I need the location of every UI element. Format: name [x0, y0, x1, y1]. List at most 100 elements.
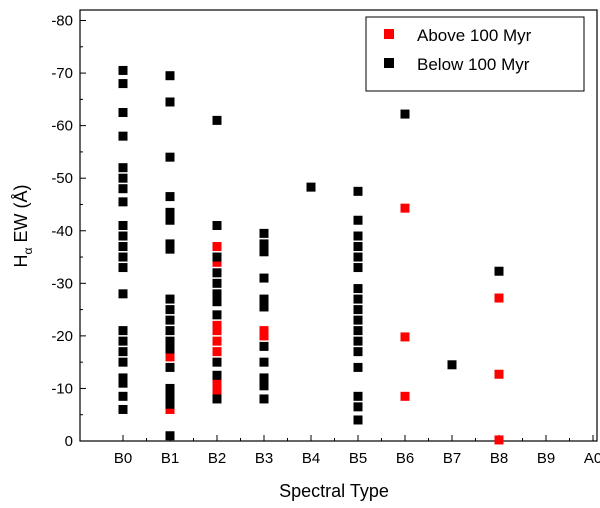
- axis-ticks: [80, 20, 594, 442]
- x-tick-label: B5: [349, 450, 367, 467]
- legend-marker-below-100-myr: [384, 58, 394, 68]
- data-point-below-100-myr: [165, 399, 175, 409]
- data-point-below-100-myr: [118, 173, 128, 183]
- data-point-below-100-myr: [212, 357, 222, 367]
- data-point-below-100-myr: [259, 381, 269, 391]
- y-tick-label: -30: [51, 275, 73, 292]
- data-point-below-100-myr: [353, 242, 363, 252]
- data-point-below-100-myr: [118, 231, 128, 241]
- data-point-below-100-myr: [259, 373, 269, 383]
- data-point-below-100-myr: [118, 357, 128, 367]
- legend: Above 100 Myr Below 100 Myr: [365, 16, 585, 92]
- data-point-below-100-myr: [259, 247, 269, 257]
- x-tick-label: B4: [302, 450, 320, 467]
- data-point-below-100-myr: [118, 242, 128, 252]
- x-tick-label: B9: [537, 450, 555, 467]
- data-points: [118, 65, 504, 445]
- data-point-below-100-myr: [165, 207, 175, 217]
- svg-text:Hα EW (Å): Hα EW (Å): [11, 185, 35, 268]
- data-point-below-100-myr: [353, 391, 363, 401]
- data-point-below-100-myr: [165, 326, 175, 336]
- data-point-below-100-myr: [165, 431, 175, 441]
- data-point-below-100-myr: [118, 252, 128, 262]
- data-point-below-100-myr: [212, 115, 222, 125]
- data-point-above-100-myr: [212, 242, 222, 252]
- data-point-below-100-myr: [165, 383, 175, 393]
- x-tick-label: B8: [490, 450, 508, 467]
- data-point-below-100-myr: [118, 347, 128, 357]
- data-point-below-100-myr: [353, 347, 363, 357]
- y-tick-label: -70: [51, 65, 73, 82]
- data-point-below-100-myr: [212, 221, 222, 230]
- data-point-below-100-myr: [165, 362, 175, 372]
- x-tick-label: A0: [584, 450, 600, 467]
- data-point-below-100-myr: [165, 305, 175, 315]
- data-point-above-100-myr: [212, 383, 222, 393]
- data-point-below-100-myr: [118, 79, 128, 89]
- data-point-below-100-myr: [259, 273, 269, 283]
- data-point-below-100-myr: [400, 109, 410, 119]
- data-point-above-100-myr: [400, 391, 410, 401]
- data-point-below-100-myr: [118, 65, 128, 75]
- data-point-below-100-myr: [353, 252, 363, 262]
- data-point-below-100-myr: [165, 244, 175, 254]
- data-point-above-100-myr: [212, 378, 222, 388]
- data-point-below-100-myr: [165, 215, 175, 225]
- y-tick-label: -40: [51, 223, 73, 240]
- data-point-below-100-myr: [212, 252, 222, 262]
- data-point-below-100-myr: [212, 310, 222, 320]
- y-tick-label: -80: [51, 13, 73, 30]
- data-point-above-100-myr: [212, 326, 222, 336]
- data-point-below-100-myr: [165, 294, 175, 304]
- data-point-above-100-myr: [165, 352, 175, 362]
- data-point-below-100-myr: [118, 391, 128, 401]
- legend-label-below-100-myr: Below 100 Myr: [417, 55, 530, 74]
- y-tick-label: 0: [65, 433, 73, 450]
- data-point-below-100-myr: [118, 263, 128, 273]
- x-tick-label: B3: [255, 450, 273, 467]
- data-point-below-100-myr: [259, 228, 269, 238]
- data-point-below-100-myr: [447, 360, 457, 370]
- y-axis-title-main: H: [11, 254, 31, 267]
- data-point-below-100-myr: [353, 336, 363, 346]
- data-point-below-100-myr: [494, 266, 504, 276]
- data-point-below-100-myr: [212, 278, 222, 288]
- data-point-below-100-myr: [212, 268, 222, 278]
- data-point-below-100-myr: [165, 315, 175, 325]
- data-point-above-100-myr: [494, 435, 504, 445]
- data-point-below-100-myr: [306, 182, 316, 192]
- data-point-below-100-myr: [259, 239, 269, 249]
- data-point-below-100-myr: [118, 107, 128, 117]
- data-point-below-100-myr: [353, 326, 363, 336]
- x-tick-label: B1: [161, 450, 179, 467]
- data-point-above-100-myr: [400, 332, 410, 342]
- x-tick-label: B7: [443, 450, 461, 467]
- data-point-below-100-myr: [212, 297, 222, 307]
- data-point-below-100-myr: [353, 215, 363, 225]
- data-point-above-100-myr: [494, 369, 504, 379]
- y-tick-label: -50: [51, 170, 73, 187]
- data-point-above-100-myr: [212, 389, 222, 399]
- data-point-below-100-myr: [118, 131, 128, 141]
- data-point-below-100-myr: [165, 336, 175, 346]
- data-point-above-100-myr: [165, 404, 175, 414]
- data-point-below-100-myr: [118, 326, 128, 336]
- y-tick-label: -10: [51, 380, 73, 397]
- data-point-below-100-myr: [353, 315, 363, 325]
- data-point-below-100-myr: [353, 263, 363, 273]
- data-point-below-100-myr: [118, 289, 128, 299]
- x-tick-label: B2: [208, 450, 226, 467]
- data-point-above-100-myr: [212, 347, 222, 357]
- data-point-below-100-myr: [165, 391, 175, 401]
- legend-label-above-100-myr: Above 100 Myr: [417, 26, 532, 45]
- data-point-below-100-myr: [353, 415, 363, 425]
- data-point-below-100-myr: [353, 186, 363, 196]
- data-point-below-100-myr: [353, 402, 363, 412]
- data-point-below-100-myr: [165, 239, 175, 249]
- x-axis-title: Spectral Type: [279, 481, 389, 501]
- data-point-below-100-myr: [118, 373, 128, 383]
- legend-box: [365, 16, 585, 92]
- data-point-below-100-myr: [165, 71, 175, 81]
- data-point-below-100-myr: [118, 197, 128, 207]
